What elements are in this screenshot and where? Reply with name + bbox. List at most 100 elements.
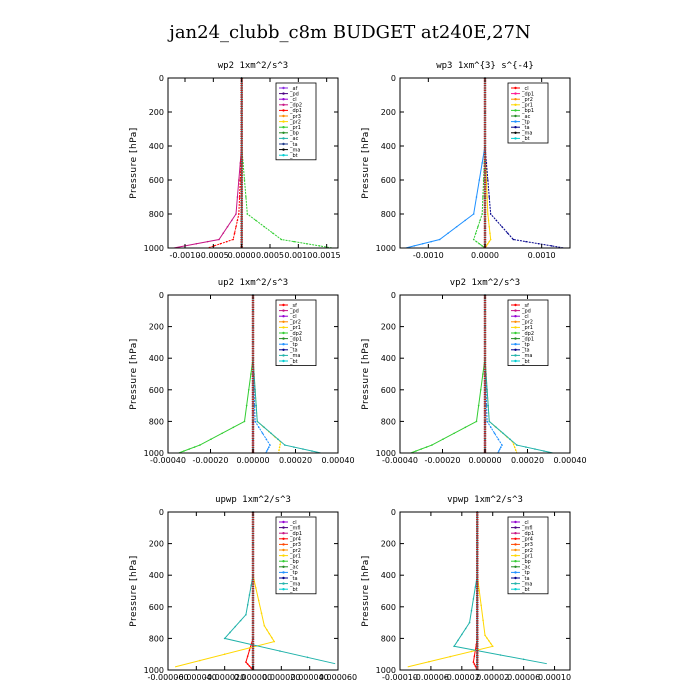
legend-label: _cl <box>289 314 297 320</box>
series-point <box>470 609 473 612</box>
legend-label: _ta <box>289 142 298 148</box>
series-point <box>478 179 481 181</box>
series-point <box>269 444 271 446</box>
series-point <box>487 242 489 245</box>
y-tick-label: 0 <box>159 74 164 83</box>
legend-marker <box>514 520 517 524</box>
legend-label: _sf <box>521 303 529 309</box>
series-point <box>457 639 459 642</box>
legend-marker <box>282 576 285 580</box>
series-point <box>306 656 309 659</box>
series-point <box>472 238 475 241</box>
series-point <box>515 449 517 452</box>
plot-frame <box>399 511 571 671</box>
series-point <box>266 628 268 631</box>
y-tick-label: 400 <box>381 354 396 363</box>
series-point <box>277 438 279 440</box>
x-tick-label: 0.000040 <box>291 673 329 682</box>
series-line-tp <box>252 295 271 454</box>
series-point <box>478 242 481 245</box>
y-axis-label: Pressure [hPa] <box>361 555 371 627</box>
legend-label: _ma <box>521 131 532 137</box>
series-point <box>475 240 478 243</box>
series-point <box>250 584 253 586</box>
legend-marker <box>282 565 285 568</box>
y-tick-label: 600 <box>381 386 396 395</box>
series-point <box>480 604 482 607</box>
y-tick-label: 800 <box>149 634 164 643</box>
series-point <box>248 649 251 652</box>
x-tick-label: 0.00002 <box>476 673 509 682</box>
legend-label: _pr2 <box>289 548 301 554</box>
legend-label: _pr3 <box>289 542 301 548</box>
chart-panel-3: vp2 1xm^2/s^3 Pressure [hPa] 0 200 400 600 800… <box>361 278 587 465</box>
series-point <box>502 432 504 435</box>
legend-label: _ta <box>521 125 530 131</box>
legend-label: _dp1 <box>289 531 302 537</box>
series-point <box>280 238 283 241</box>
y-tick-label: 800 <box>381 210 396 219</box>
y-tick-label: 800 <box>381 634 396 643</box>
series-point <box>246 213 249 215</box>
legend-marker <box>514 98 517 101</box>
x-tick-label: 0.00010 <box>538 673 571 682</box>
series-point <box>255 404 257 407</box>
series-point <box>489 213 492 215</box>
legend-marker <box>514 582 517 585</box>
series-point <box>495 426 497 429</box>
y-tick-label: 200 <box>381 108 396 117</box>
legend-marker <box>514 526 517 529</box>
series-point <box>258 426 260 429</box>
x-tick-label: -0.00040 <box>382 456 418 465</box>
legend-label: _pr1 <box>289 325 301 331</box>
series-point <box>491 645 494 648</box>
series-point <box>243 420 246 423</box>
series-point <box>509 438 511 440</box>
series-point <box>311 450 313 452</box>
legend-marker <box>282 343 285 346</box>
series-point <box>250 373 252 375</box>
series-point <box>233 232 236 234</box>
y-tick-label: 400 <box>381 571 396 580</box>
legend-marker <box>282 86 285 90</box>
series-point <box>248 665 251 667</box>
series-line-tp <box>405 78 486 249</box>
series-point <box>248 594 251 596</box>
series-point <box>223 637 226 640</box>
legend-marker <box>282 537 285 540</box>
legend-marker <box>282 560 285 563</box>
series-point <box>284 444 286 446</box>
y-tick-label: 800 <box>149 417 164 426</box>
series-point <box>225 240 228 243</box>
panel-title: wp2 1xm^2/s^3 <box>218 61 288 71</box>
series-point <box>263 426 265 429</box>
legend-label: _bp <box>289 559 299 565</box>
series-point <box>239 619 242 622</box>
y-tick-label: 200 <box>381 323 396 332</box>
x-tick-label: 0.00040 <box>553 456 586 465</box>
series-point <box>425 446 428 448</box>
legend-label: _mfl <box>289 525 301 531</box>
x-tick-label: 0.000060 <box>319 673 357 682</box>
y-tick-label: 600 <box>381 603 396 612</box>
series-point <box>256 420 259 423</box>
series-point <box>318 245 321 247</box>
legend-marker <box>282 320 285 323</box>
series-point <box>420 448 423 450</box>
legend-marker <box>514 359 517 363</box>
legend-marker <box>514 576 517 580</box>
legend-marker <box>514 109 517 112</box>
legend-marker <box>514 548 517 552</box>
series-line-pr1 <box>174 512 276 668</box>
legend-label: _ma <box>521 581 532 587</box>
legend-marker <box>514 303 517 307</box>
legend-label: _cl <box>289 97 297 103</box>
legend-marker <box>282 571 285 574</box>
legend-marker <box>514 131 517 134</box>
series-point <box>238 196 241 198</box>
legend-label: _tp <box>521 342 530 348</box>
legend-label: _ac <box>521 114 531 120</box>
series-point <box>474 232 477 234</box>
x-tick-label: -0.000020 <box>204 673 245 682</box>
